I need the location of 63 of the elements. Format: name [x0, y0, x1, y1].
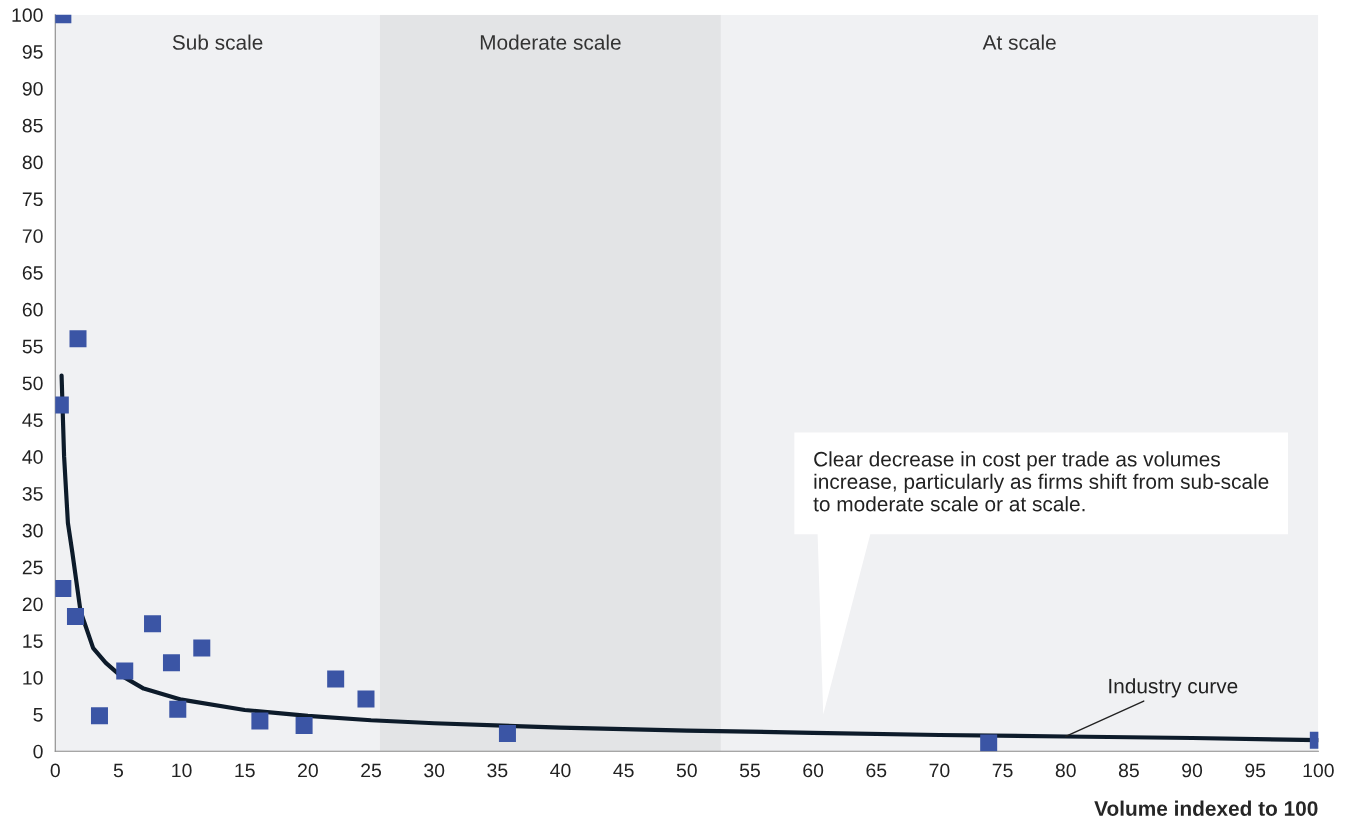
- point: [144, 615, 162, 633]
- x-tick-label: 10: [172, 763, 192, 778]
- x-tick-label: 35: [487, 763, 508, 778]
- y-tick-label: 45: [22, 413, 43, 428]
- y-tick-label: 5: [33, 708, 43, 722]
- y-tick-label: 40: [22, 450, 43, 464]
- y-tick-label: 25: [22, 560, 43, 575]
- point: [90, 707, 108, 725]
- y-tick-label: 20: [22, 597, 43, 612]
- y-tick-label: 60: [22, 302, 43, 317]
- x-tick-label: 80: [1055, 763, 1076, 778]
- series-label: Industry curve: [1109, 678, 1238, 698]
- x-tick-label: 70: [929, 763, 950, 778]
- x-tick-label: 100: [1303, 763, 1334, 778]
- x-tick-label: 90: [1182, 763, 1203, 778]
- point: [169, 700, 187, 718]
- y-tick-label: 50: [22, 376, 43, 391]
- y-tick-label: 55: [22, 339, 43, 354]
- point: [193, 639, 211, 657]
- y-tick-label: 15: [23, 634, 43, 648]
- point: [357, 690, 375, 708]
- y-tick-label: 35: [22, 486, 43, 501]
- y-tick-label: 90: [22, 81, 43, 96]
- y-tick-label: 30: [22, 523, 43, 538]
- x-tick-label: 5: [113, 763, 124, 778]
- x-tick-label: 60: [803, 763, 824, 778]
- point: [295, 716, 313, 734]
- annotation: Clear decrease in cost per trade as volumes increase, particularly as firms shift from sub-scale to moderate scale or at scale.: [813, 451, 1269, 512]
- y-tick-label: 100: [12, 8, 43, 23]
- point: [66, 607, 84, 625]
- y-tick-label: 10: [23, 671, 43, 685]
- y-tick-label: 85: [22, 118, 43, 133]
- band-label: At scale: [982, 34, 1056, 50]
- y-tick-label: 0: [33, 744, 43, 759]
- x-tick-label: 75: [992, 763, 1013, 778]
- x-tick-label: 25: [361, 763, 382, 778]
- point: [55, 579, 72, 597]
- x-tick-label: 55: [739, 763, 760, 778]
- point: [251, 712, 269, 730]
- point: [69, 330, 87, 348]
- point: [327, 670, 345, 688]
- band-label: Moderate scale: [480, 34, 621, 50]
- x-tick-label: 20: [298, 763, 318, 778]
- y-tick-label: 70: [22, 229, 43, 243]
- x-tick-label: 95: [1245, 763, 1266, 778]
- x-tick-label: 0: [50, 763, 60, 778]
- y-tick-label: 65: [22, 266, 43, 280]
- y-tick-label: 95: [22, 45, 43, 59]
- x-tick-label: 45: [613, 763, 634, 778]
- x-tick-label: 30: [424, 763, 445, 778]
- y-tick-label: 80: [22, 155, 43, 170]
- x-axis-title: Volume indexed to 100: [1094, 800, 1318, 816]
- y-tick-label: 75: [22, 192, 43, 207]
- x-tick-label: 50: [676, 763, 697, 778]
- point: [162, 654, 180, 672]
- x-tick-label: 65: [866, 763, 887, 778]
- point: [980, 734, 998, 752]
- point: [498, 725, 516, 743]
- x-tick-label: 85: [1118, 763, 1139, 778]
- band-label: Sub scale: [172, 34, 263, 50]
- x-tick-label: 15: [235, 763, 255, 778]
- x-tick-label: 40: [550, 763, 571, 778]
- point: [116, 662, 134, 680]
